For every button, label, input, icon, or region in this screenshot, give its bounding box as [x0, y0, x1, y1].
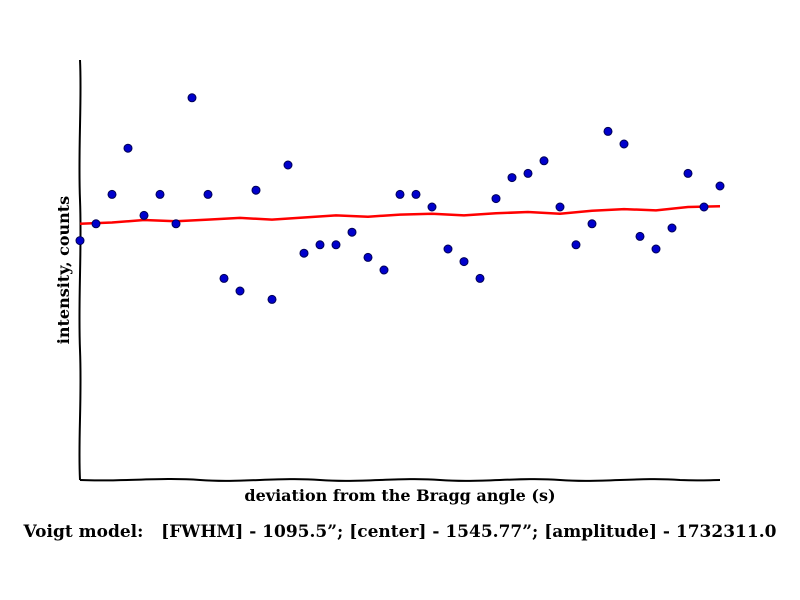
data-point — [507, 173, 517, 183]
data-point — [283, 160, 293, 170]
data-point — [603, 126, 613, 136]
data-point — [267, 294, 277, 304]
data-point — [571, 240, 581, 250]
data-point — [411, 189, 421, 199]
data-point — [443, 244, 453, 254]
data-point — [203, 189, 213, 199]
fit-curve-line — [79, 204, 721, 226]
data-point — [395, 189, 405, 199]
data-point — [667, 223, 677, 233]
data-point — [139, 210, 149, 220]
data-point — [379, 265, 389, 275]
data-point — [75, 236, 85, 246]
data-point — [299, 248, 309, 258]
data-point — [171, 219, 181, 229]
data-point — [683, 168, 693, 178]
data-point — [587, 219, 597, 229]
data-point — [475, 273, 485, 283]
data-point — [347, 227, 357, 237]
data-point — [715, 181, 725, 191]
data-point — [123, 143, 133, 153]
data-point — [363, 252, 373, 262]
data-point — [459, 257, 469, 267]
data-point — [491, 194, 501, 204]
data-point — [235, 286, 245, 296]
data-point — [635, 231, 645, 241]
data-point — [651, 244, 661, 254]
x-axis-label: deviation from the Bragg angle (s) — [244, 486, 555, 505]
data-point — [315, 240, 325, 250]
data-point — [427, 202, 437, 212]
y-axis-line — [78, 59, 82, 481]
data-point — [619, 139, 629, 149]
data-point — [219, 273, 229, 283]
data-point — [187, 93, 197, 103]
data-point — [699, 202, 709, 212]
fit-caption: Voigt model: [FWHM] - 1095.5”; [center] … — [23, 522, 777, 542]
x-axis-line — [79, 478, 721, 482]
data-point — [555, 202, 565, 212]
data-point — [331, 240, 341, 250]
data-point — [155, 189, 165, 199]
data-point — [539, 156, 549, 166]
y-axis-label: intensity, counts — [54, 196, 73, 344]
data-point — [91, 219, 101, 229]
data-point — [523, 168, 533, 178]
data-point — [107, 189, 117, 199]
data-points — [75, 93, 725, 304]
data-point — [251, 185, 261, 195]
